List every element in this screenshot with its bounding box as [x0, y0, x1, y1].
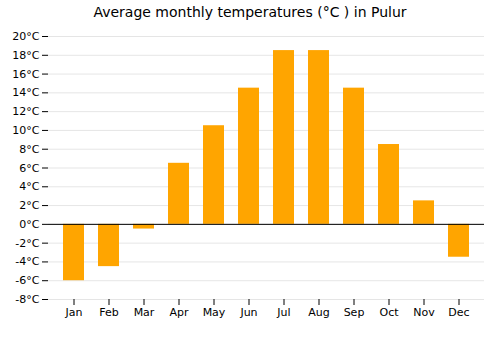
- svg-text:May: May: [203, 306, 226, 319]
- svg-text:0°C: 0°C: [19, 218, 39, 231]
- svg-text:Aug: Aug: [308, 306, 329, 319]
- svg-text:Dec: Dec: [448, 306, 469, 319]
- svg-text:Oct: Oct: [379, 306, 399, 319]
- svg-text:6°C: 6°C: [19, 162, 39, 175]
- svg-text:-6°C: -6°C: [15, 274, 39, 287]
- svg-text:14°C: 14°C: [12, 86, 39, 99]
- html-text:Average monthly temperatures (: Average monthly temperatures (°C ) in Pu…: [93, 4, 407, 20]
- svg-text:-2°C: -2°C: [15, 237, 39, 250]
- svg-text:18°C: 18°C: [12, 49, 39, 62]
- svg-text:Sep: Sep: [344, 306, 365, 319]
- svg-text:16°C: 16°C: [12, 68, 39, 81]
- svg-text:-4°C: -4°C: [15, 255, 39, 268]
- svg-text:2°C: 2°C: [19, 199, 39, 212]
- svg-text:8°C: 8°C: [19, 143, 39, 156]
- svg-text:10°C: 10°C: [12, 124, 39, 137]
- svg-text:Jun: Jun: [239, 306, 257, 319]
- svg-text:Mar: Mar: [134, 306, 155, 319]
- svg-text:Feb: Feb: [99, 306, 118, 319]
- svg-text:Nov: Nov: [413, 306, 435, 319]
- svg-text:4°C: 4°C: [19, 180, 39, 193]
- svg-text:20°C: 20°C: [12, 30, 39, 43]
- svg-text:Jul: Jul: [276, 306, 290, 319]
- svg-text:Apr: Apr: [169, 306, 189, 319]
- svg-text:12°C: 12°C: [12, 105, 39, 118]
- svg-text:-8°C: -8°C: [15, 293, 39, 306]
- svg-text:Jan: Jan: [65, 306, 83, 319]
